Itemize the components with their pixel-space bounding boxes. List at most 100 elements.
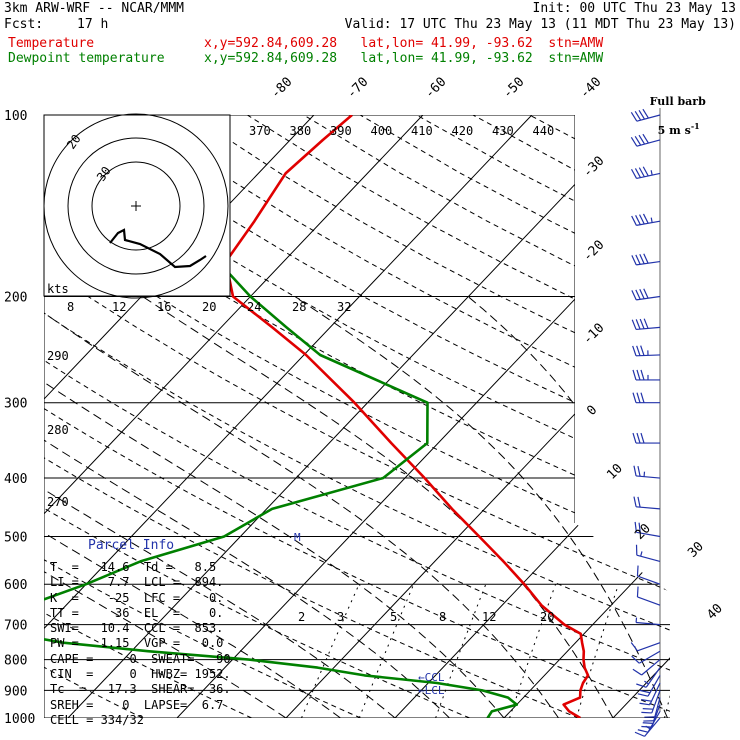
isotherm [722,115,740,718]
isotherm-label: -60 [422,75,449,102]
isotherm-label: -10 [580,321,607,348]
wind-barb [639,682,661,706]
dry-adiabat [416,115,670,718]
wind-barb [630,642,661,652]
hodograph-ring-label: 20 [64,132,84,152]
moist-adiabat [44,296,287,718]
m-marker: M [294,531,301,544]
forecast-label: Fcst: [4,17,44,32]
theta-e-label: 440 [533,124,555,138]
wind-barb [632,345,661,357]
theta-e-label: 430 [492,124,514,138]
moist-adiabat [44,296,505,718]
isotherm [394,115,670,718]
isotherm-label: 40 [704,601,726,623]
hodograph-speed-label: 32 [337,300,351,314]
isotherm-label: -70 [344,75,371,102]
dry-adiabat [303,115,670,718]
mixing-ratio-label: 8 [439,610,446,624]
wind-barb [636,667,661,688]
wind-barb [632,432,660,444]
dry-adiabat [44,115,670,718]
hodograph-speed-label: 20 [202,300,216,314]
isotherm-label: 30 [685,539,707,561]
wind-barb-label-line1: Full barb [649,95,706,108]
isotherm [44,115,533,718]
init-time: Init: 00 UTC Thu 23 May 13 [532,1,737,16]
dry-adiabat [44,115,670,718]
wind-barb [630,108,661,122]
pressure-tick-label: 200 [4,291,27,306]
hodograph-speed-label: 28 [292,300,306,314]
theta-label: 280 [47,423,69,437]
temperature-profile [224,115,590,718]
mixing-ratio-label: 3 [337,610,344,624]
wind-barb [635,544,661,563]
pressure-tick-label: 400 [4,472,27,487]
dry-adiabat [44,115,670,718]
hodograph-speed-label: 16 [157,300,171,314]
theta-e-label: 380 [290,124,312,138]
hodograph-unit-label: kts [47,282,69,296]
pressure-tick-label: 900 [4,684,27,699]
parcel-info-row: Tc = 17.3 SHEAR= 36. [50,682,231,697]
wind-barb [630,166,661,180]
hodograph-ring-label: 30 [94,164,114,184]
dry-adiabat [247,115,670,718]
dry-adiabat [190,115,670,718]
hodograph-ring [67,137,205,275]
isotherm-label: -50 [500,75,527,102]
moist-adiabat [294,296,668,718]
isotherm-label: -40 [577,75,604,102]
wind-barb [635,617,661,626]
theta-e-label: 390 [330,124,352,138]
mixing-ratio-line [358,584,415,718]
hodograph-ring [43,113,229,299]
mixing-ratio-label: 2 [298,610,305,624]
parcel-info-row: CIN = 0 HWBZ= 1952. [50,667,231,682]
ccl-marker: ←CCL [418,671,445,684]
moist-adiabat [467,296,670,718]
mixing-ratio-label: 5 [390,610,397,624]
valid-time: Valid: 17 UTC Thu 23 May 13 (11 MDT Thu … [344,17,736,32]
hodograph-ring [91,161,181,251]
wind-barb [633,465,661,479]
wind-barb [633,496,661,510]
wind-barb [641,690,661,714]
wind-barb-label-line2: 5 m s [657,123,691,137]
parcel-info-row: T = 14.6 Td = 8.5 [50,560,217,574]
theta-label: 270 [47,495,69,509]
wind-barb [631,288,661,301]
hodograph-speed-label: 24 [247,300,261,314]
lcl-marker: ←LCL [418,684,445,697]
mixing-ratio-line [435,584,487,718]
pressure-tick-label: 100 [4,109,27,124]
model-title: 3km ARW-WRF -- NCAR/MMM [4,1,185,16]
dry-adiabat [359,115,670,718]
pressure-tick-label: 800 [4,654,27,669]
mixing-ratio-line [509,584,557,718]
wind-barb-label-unit: -1 [690,121,700,131]
legend-temperature-label: Temperature [8,36,95,51]
moist-adiabat [44,296,559,718]
wind-barb [632,659,661,676]
dry-adiabat [44,115,143,718]
wind-barb [630,133,661,147]
parcel-info-row: CELL = 334/32 [50,712,144,727]
wind-barb [634,521,661,538]
dry-adiabat [472,115,670,718]
theta-e-label: 370 [249,124,271,138]
wind-barbs [630,108,661,737]
wind-barb-label: Full barb 5 m s-1 [642,84,706,137]
dry-adiabat [44,115,670,718]
hodograph-speed-label: 12 [112,300,126,314]
mixing-ratio-label: 20 [540,610,554,624]
parcel-info-row: PW = 1.15 VGP = 0.0 [50,636,224,651]
isotherm [67,115,642,718]
legend-dewpoint-location: x,y=592.84,609.28 lat,lon= 41.99, -93.62… [204,51,604,66]
legend-dewpoint-label: Dewpoint temperature [8,51,165,66]
sounding-lines [44,115,590,718]
isotherm-label: -80 [268,75,295,102]
pressure-tick-label: 700 [4,619,27,634]
